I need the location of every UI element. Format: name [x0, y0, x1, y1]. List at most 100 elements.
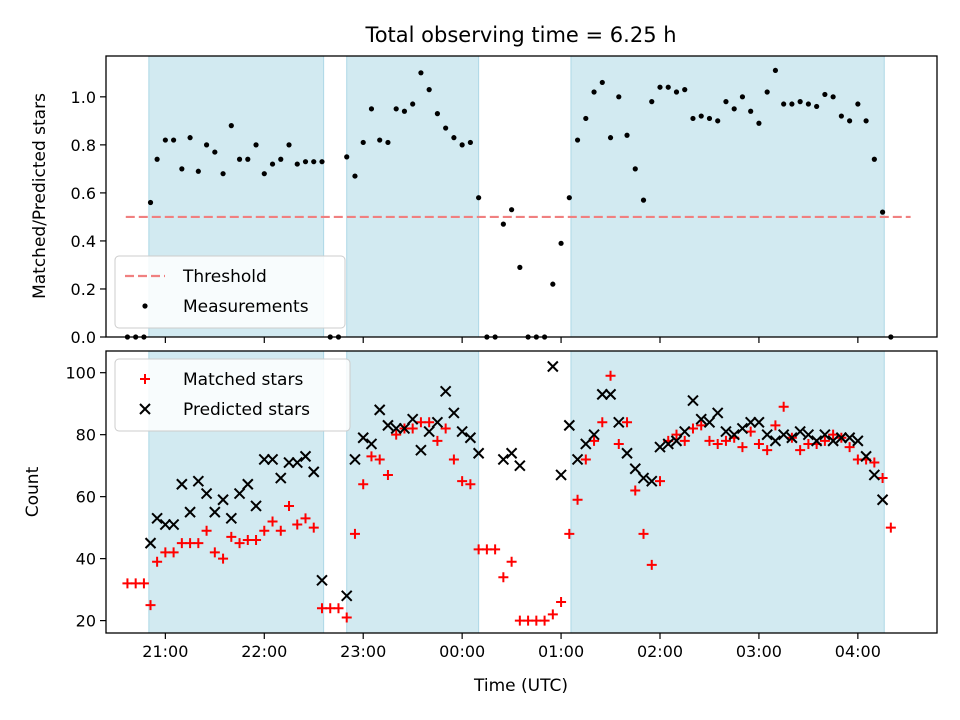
data-point: [819, 435, 830, 446]
data-point: [393, 106, 399, 112]
data-point: [703, 416, 716, 428]
data-point: [245, 156, 251, 162]
data-point: [830, 94, 836, 100]
data-point: [266, 453, 279, 466]
data-point: [855, 101, 861, 107]
data-point: [418, 70, 424, 76]
x-tick-label: 02:00: [637, 642, 683, 661]
data-point: [292, 519, 303, 530]
data-point: [302, 159, 309, 165]
data-point: [457, 476, 468, 487]
data-point: [665, 84, 671, 90]
data-point: [876, 494, 889, 506]
data-point: [646, 559, 657, 570]
data-point: [739, 94, 746, 100]
data-point: [696, 420, 707, 431]
data-point: [736, 422, 749, 435]
data-point: [269, 161, 276, 167]
data-point: [509, 207, 515, 213]
y-tick-label: 100: [65, 364, 96, 383]
data-point: [748, 108, 754, 114]
data-point: [844, 442, 855, 453]
data-point: [632, 166, 638, 172]
data-point: [407, 423, 418, 434]
data-point: [382, 419, 394, 432]
legend-swatch: [139, 403, 151, 415]
x-tick-label: 04:00: [835, 642, 881, 661]
data-point: [294, 161, 300, 167]
data-point: [234, 538, 245, 549]
x-tick-label: 23:00: [340, 642, 386, 661]
plot-panels: 0.0 0.2 0.4 0.6 0.8 1.0 Threshold Measurements 2…: [65, 55, 938, 661]
data-point: [426, 87, 432, 93]
data-point: [253, 142, 259, 148]
data-point: [649, 99, 655, 105]
data-point: [358, 479, 369, 490]
data-point: [810, 435, 823, 447]
data-point: [267, 516, 278, 527]
data-point: [258, 453, 270, 466]
data-point: [201, 525, 212, 536]
data-point: [863, 118, 869, 124]
data-point: [781, 101, 787, 107]
data-point: [187, 135, 193, 141]
data-point: [777, 428, 790, 441]
data-point: [869, 457, 880, 468]
data-point: [682, 87, 688, 93]
data-point: [151, 512, 163, 525]
legend-label: Matched stars: [183, 370, 303, 390]
data-point: [712, 438, 723, 449]
data-point: [144, 537, 157, 549]
panel-ratio: 0.0 0.2 0.4 0.6 0.8 1.0 Threshold Measurements: [71, 55, 938, 347]
series-measurements: [124, 67, 894, 340]
data-point: [566, 195, 572, 201]
data-point: [838, 113, 844, 119]
data-point: [398, 422, 411, 435]
data-point: [261, 171, 267, 177]
x-tick-label: 21:00: [142, 642, 188, 661]
data-point: [715, 118, 721, 124]
data-point: [251, 535, 262, 546]
data-point: [563, 419, 576, 432]
data-point: [580, 438, 592, 450]
data-point: [448, 407, 460, 419]
data-point: [300, 513, 311, 524]
data-point: [613, 438, 624, 449]
data-point: [770, 420, 781, 431]
data-point: [877, 473, 888, 484]
data-point: [291, 456, 303, 469]
data-point: [459, 142, 465, 148]
data-point: [769, 435, 782, 447]
data-point: [195, 168, 201, 174]
data-point: [539, 615, 550, 626]
highlight-window-1: [346, 350, 480, 634]
data-point: [517, 264, 523, 270]
data-point: [670, 435, 683, 447]
data-point: [868, 469, 881, 481]
x-tick-label: 03:00: [736, 642, 782, 661]
data-point: [451, 135, 457, 141]
x-tick-label: 00:00: [439, 642, 485, 661]
data-point: [597, 417, 608, 428]
data-point: [860, 450, 872, 463]
data-point: [789, 101, 795, 107]
data-point: [654, 441, 666, 453]
data-point: [341, 612, 352, 623]
data-point: [679, 425, 691, 438]
data-point: [550, 281, 556, 287]
data-point: [731, 106, 737, 112]
data-point: [638, 528, 649, 539]
y-tick-label: 0.2: [71, 280, 96, 299]
legend-swatch: [142, 303, 148, 309]
data-point: [879, 209, 886, 215]
data-point: [555, 469, 567, 481]
data-point: [228, 123, 234, 129]
data-point: [616, 94, 622, 100]
data-point: [209, 506, 221, 518]
data-point: [415, 444, 427, 456]
data-point: [193, 538, 204, 549]
data-point: [154, 156, 160, 162]
data-point: [596, 388, 608, 401]
data-point: [847, 118, 853, 124]
data-point: [278, 156, 284, 162]
